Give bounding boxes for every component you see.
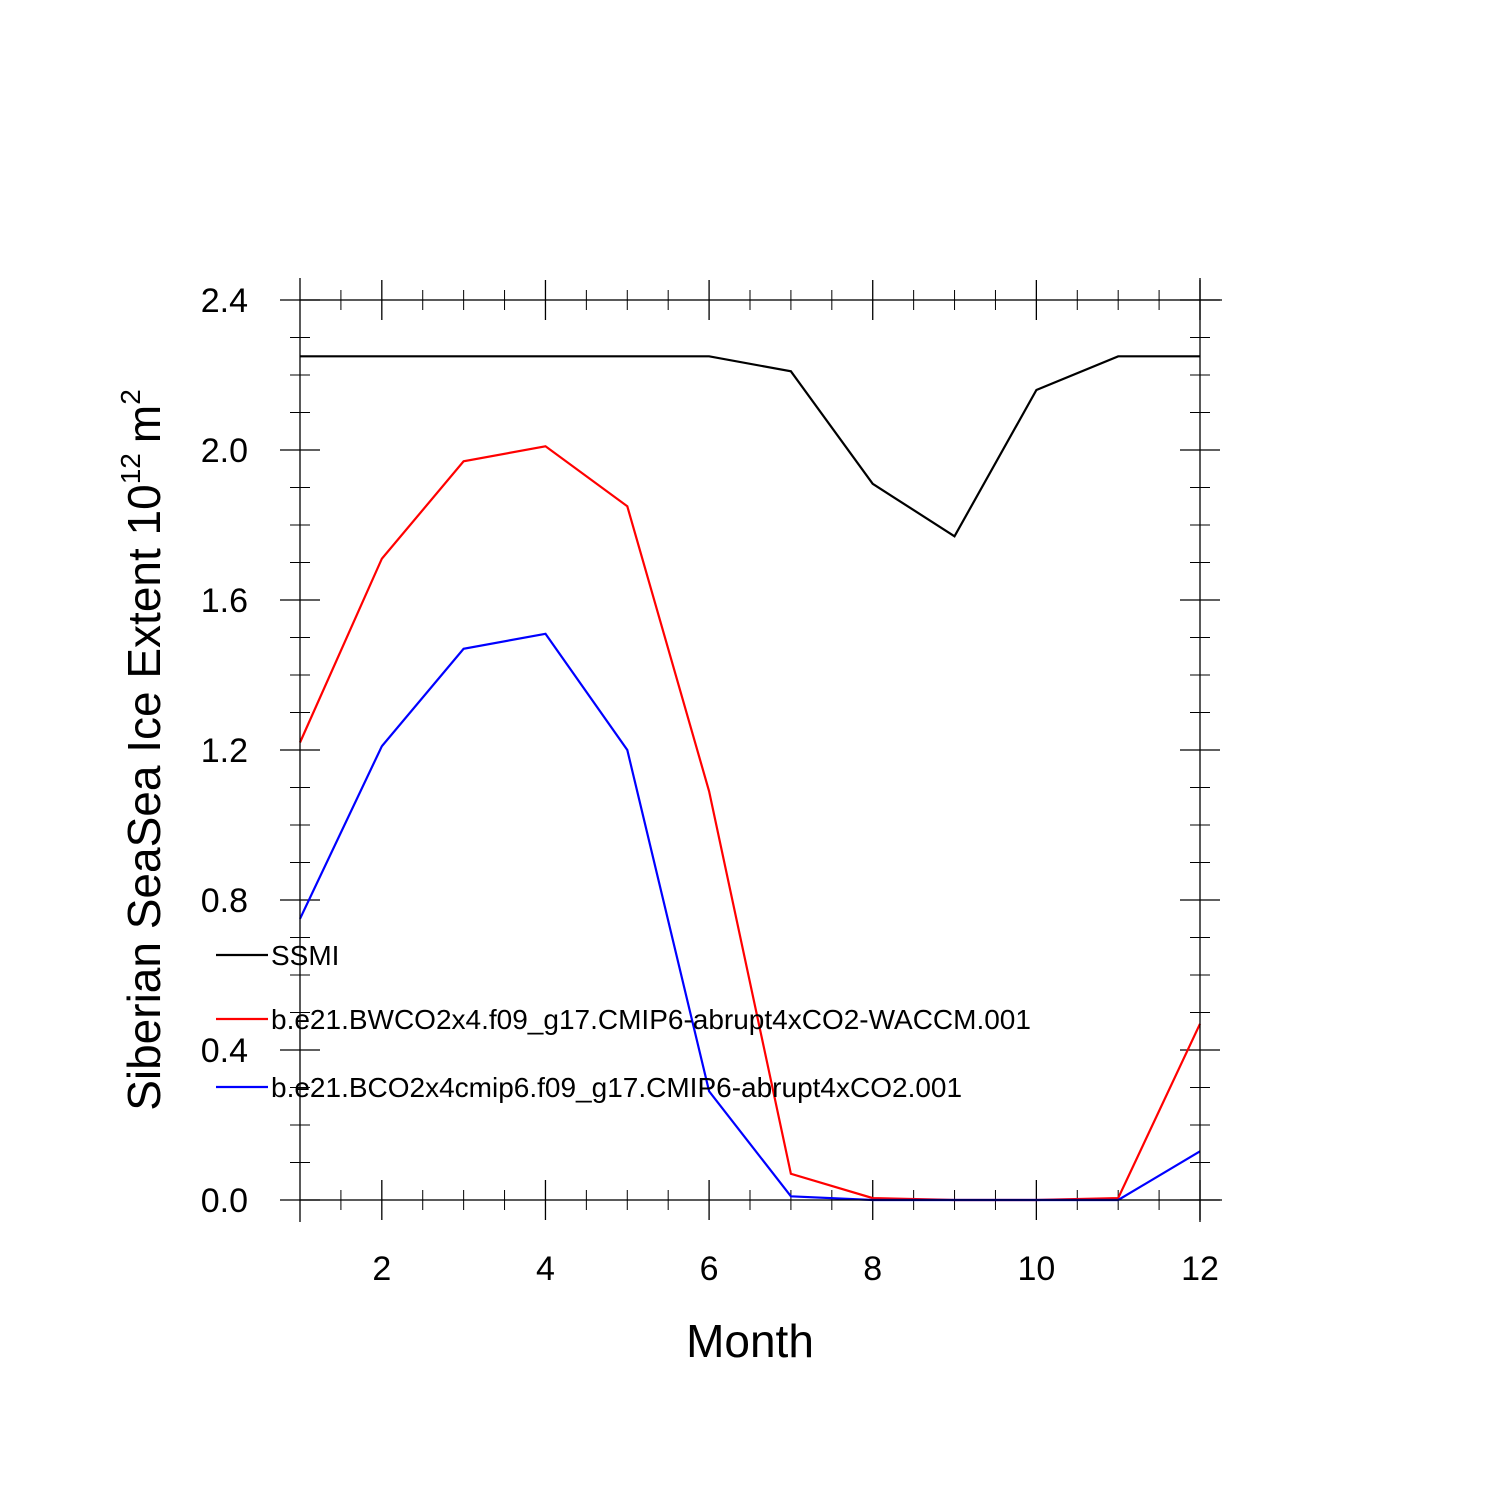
y-tick-label: 1.2 (201, 732, 248, 770)
x-tick-label: 4 (536, 1250, 555, 1288)
y-tick-label: 2.0 (201, 432, 248, 470)
y-tick-label: 0.4 (201, 1032, 248, 1070)
x-axis-title: Month (686, 1315, 814, 1367)
legend: SSMI b.e21.BWCO2x4.f09_g17.CMIP6-abrupt4x… (216, 940, 1031, 1103)
y-axis-title-unit: m (118, 405, 170, 443)
x-tick-label: 12 (1181, 1250, 1219, 1288)
series-line-2 (299, 632, 1201, 1202)
x-tick-label: 8 (863, 1250, 882, 1288)
legend-label: SSMI (271, 940, 339, 971)
x-tick-label: 10 (1017, 1250, 1055, 1288)
y-tick-label: 1.6 (201, 582, 248, 620)
y-axis-title-unit-sup: 2 (115, 389, 146, 405)
x-tick-label: 6 (700, 1250, 719, 1288)
y-tick-label: 0.8 (201, 882, 248, 920)
y-axis-title: Siberian SeaSea Ice Extent 1012 m2 (115, 389, 170, 1111)
y-tick-label: 2.4 (201, 282, 248, 320)
y-axis-title-main: Siberian SeaSea Ice Extent 10 (118, 484, 170, 1111)
y-axis-title-sup: 12 (115, 453, 146, 484)
x-tick-label: 2 (372, 1250, 391, 1288)
legend-label: b.e21.BCO2x4cmip6.f09_g17.CMIP6-abrupt4x… (271, 1072, 962, 1103)
y-tick-labels: 0.0 0.4 0.8 1.2 1.6 2.0 2.4 (201, 282, 248, 1220)
y-tick-label: 0.0 (201, 1182, 248, 1220)
x-tick-labels: 2 4 6 8 10 12 (372, 1250, 1219, 1288)
series-line-0 (300, 355, 1200, 538)
plot-frame (299, 299, 1201, 1201)
legend-label: b.e21.BWCO2x4.f09_g17.CMIP6-abrupt4xCO2-… (271, 1004, 1031, 1035)
